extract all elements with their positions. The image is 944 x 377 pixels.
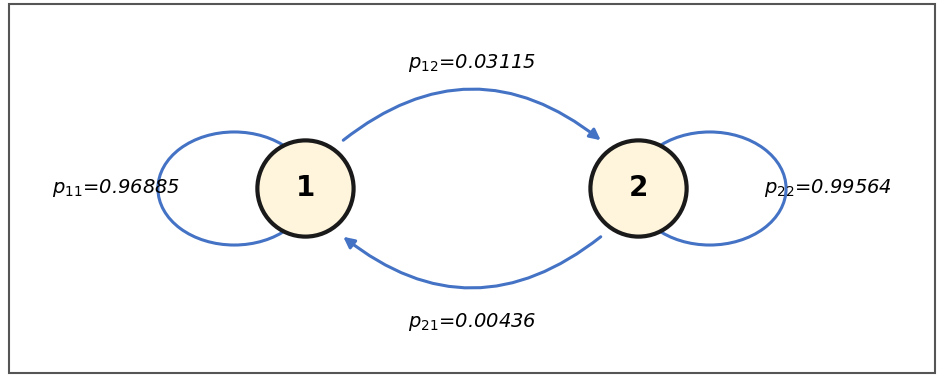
FancyArrowPatch shape bbox=[630, 184, 637, 193]
Ellipse shape bbox=[258, 140, 354, 237]
Text: $p_{11}$=0.96885: $p_{11}$=0.96885 bbox=[52, 178, 180, 199]
Text: $p_{21}$=0.00436: $p_{21}$=0.00436 bbox=[408, 311, 536, 333]
FancyArrowPatch shape bbox=[346, 237, 600, 288]
Text: $p_{12}$=0.03115: $p_{12}$=0.03115 bbox=[408, 52, 536, 74]
Text: $p_{22}$=0.99564: $p_{22}$=0.99564 bbox=[765, 178, 892, 199]
FancyArrowPatch shape bbox=[344, 89, 598, 140]
Ellipse shape bbox=[590, 140, 686, 237]
Text: 2: 2 bbox=[629, 175, 649, 202]
FancyArrowPatch shape bbox=[307, 184, 314, 193]
Text: 1: 1 bbox=[295, 175, 315, 202]
